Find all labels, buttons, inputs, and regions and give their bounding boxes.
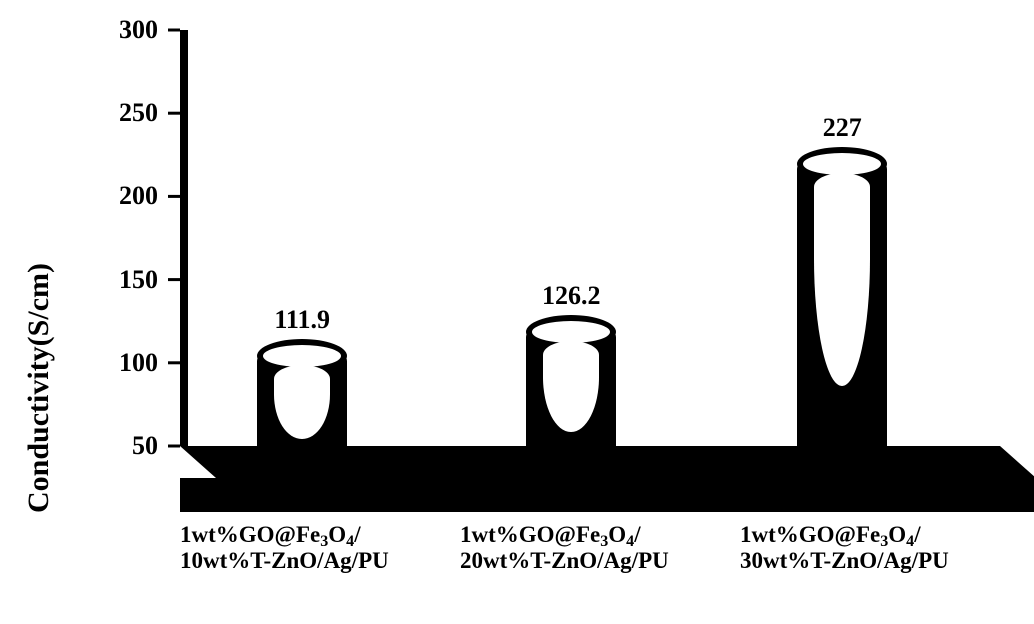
- bar: 227: [797, 151, 887, 478]
- x-category-label: 1wt%GO@Fe3O4/10wt%T-ZnO/Ag/PU: [180, 522, 389, 575]
- y-tick-labels: 50 100 150 200 250 300: [0, 0, 158, 624]
- chart-floor-front: [180, 478, 1034, 512]
- bar-value-label: 111.9: [274, 305, 330, 335]
- y-axis-line: [180, 30, 188, 446]
- bar: 111.9: [257, 343, 347, 478]
- bar-value-label: 227: [823, 113, 862, 143]
- bar-value-label: 126.2: [542, 281, 601, 311]
- conductivity-bar-chart: Conductivity(S/cm) 50100150200250300 111…: [0, 0, 1034, 624]
- y-tick-label: 50: [8, 431, 158, 461]
- y-tick-label: 200: [8, 181, 158, 211]
- x-category-label: 1wt%GO@Fe3O4/20wt%T-ZnO/Ag/PU: [460, 522, 669, 575]
- bar: 126.2: [526, 319, 616, 478]
- y-tick-label: 250: [8, 98, 158, 128]
- y-tick-label: 300: [8, 15, 158, 45]
- y-tick-label: 150: [8, 265, 158, 295]
- y-tick-label: 100: [8, 348, 158, 378]
- x-category-label: 1wt%GO@Fe3O4/30wt%T-ZnO/Ag/PU: [740, 522, 949, 575]
